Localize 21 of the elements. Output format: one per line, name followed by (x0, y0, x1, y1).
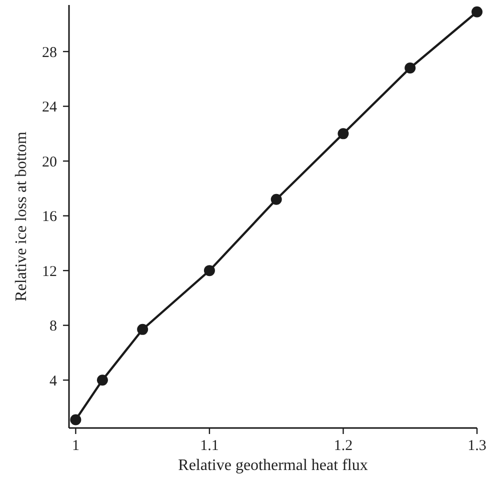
y-tick-label: 4 (50, 373, 58, 390)
x-tick-label: 1.1 (200, 438, 219, 454)
point (70, 414, 82, 426)
y-tick-label: 12 (42, 264, 57, 280)
point (472, 6, 482, 18)
point (204, 265, 215, 276)
point (96, 374, 108, 386)
point (270, 194, 282, 205)
point (137, 324, 148, 335)
x-axis-title: Relative geothermal heat flux (178, 457, 368, 474)
x-tick-label: 1.2 (334, 438, 353, 454)
y-axis-title: Relative ice loss at bottom (13, 131, 30, 302)
y-tick-label: 24 (42, 100, 58, 116)
x-tick-label: 1.3 (468, 438, 486, 454)
y-tick-label: 8 (50, 318, 57, 335)
x-tick-label: 1 (72, 438, 80, 454)
point (338, 128, 349, 140)
point (404, 62, 416, 74)
y-tick-label: 28 (42, 44, 57, 61)
y-tick-label: 20 (42, 154, 57, 170)
y-tick-label: 16 (42, 209, 58, 226)
